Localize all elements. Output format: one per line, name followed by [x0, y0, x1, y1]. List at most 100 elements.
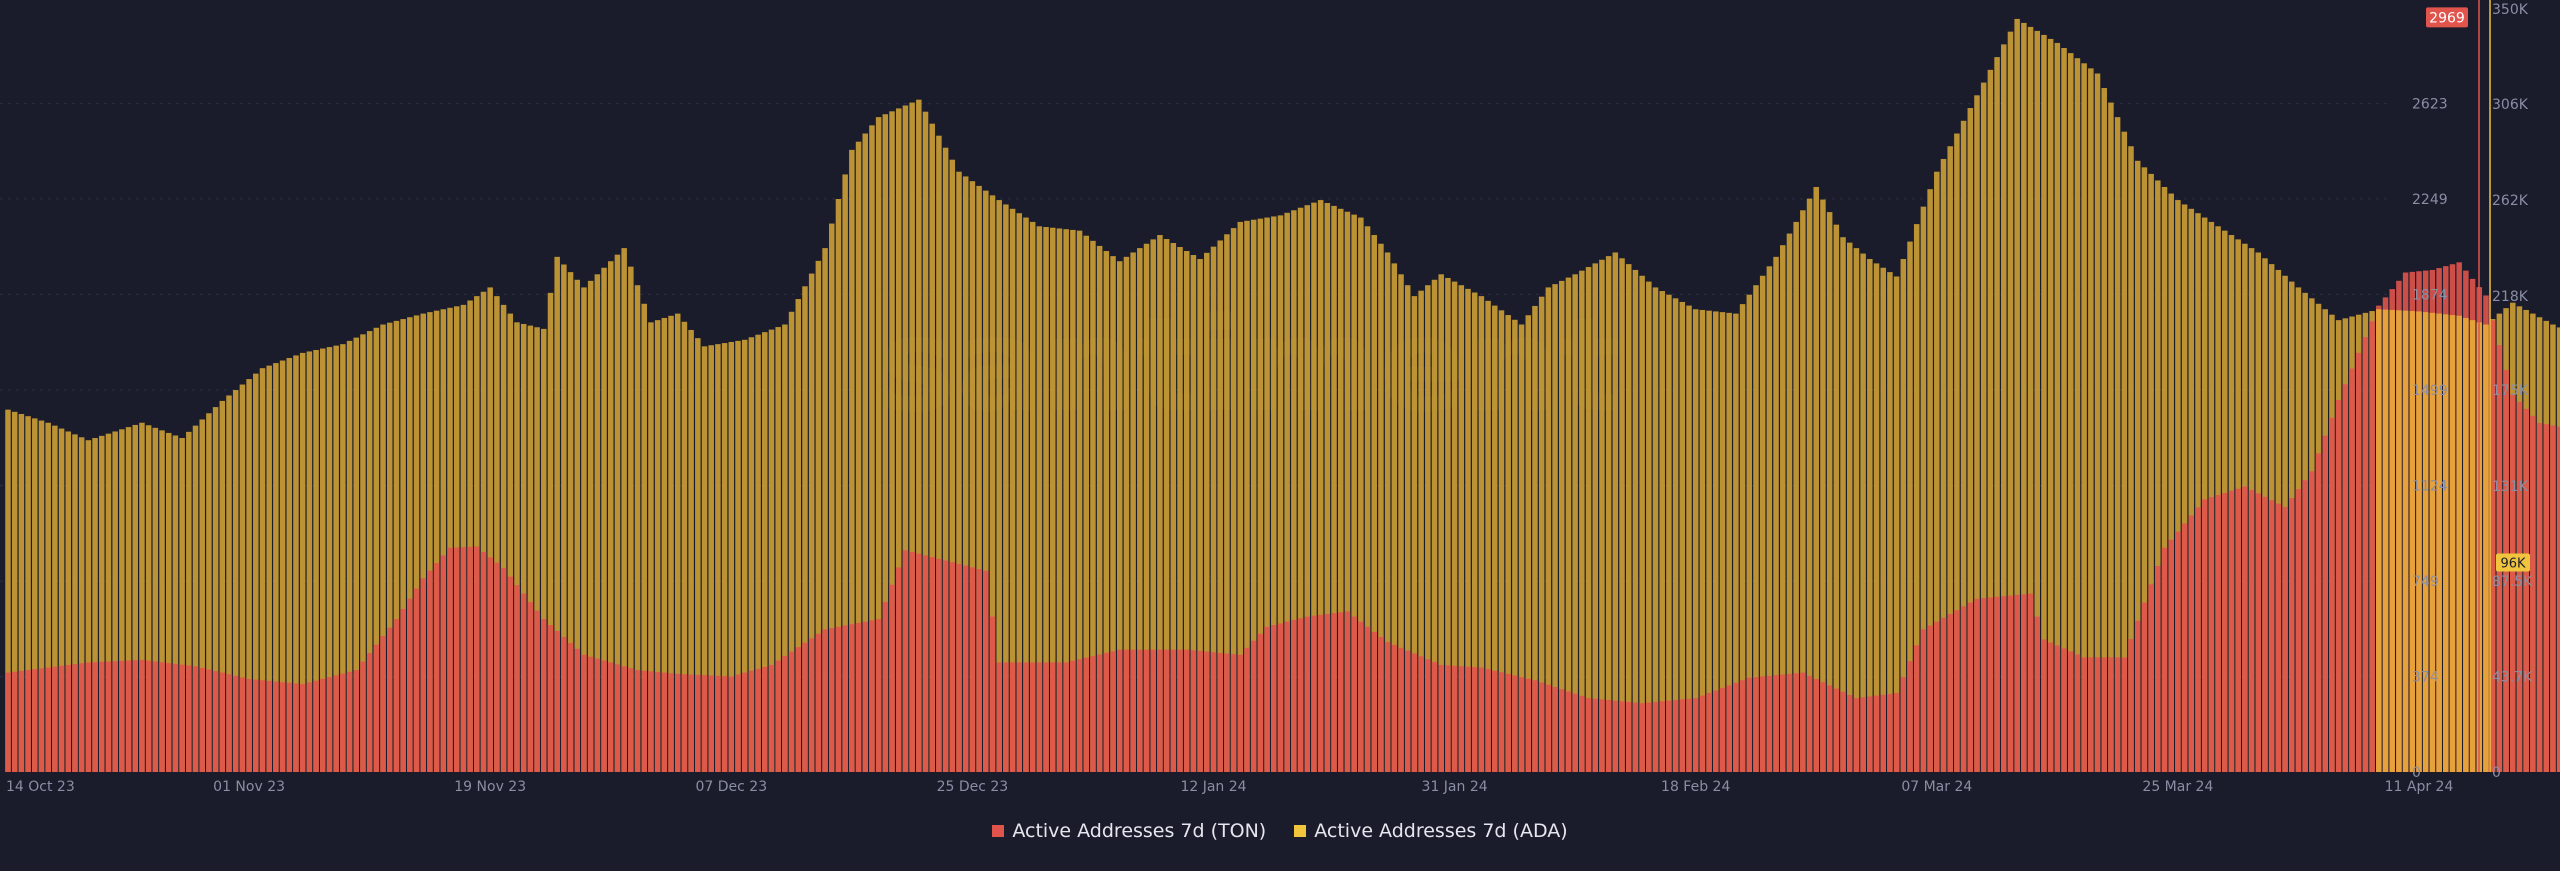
bar-ton — [1404, 650, 1411, 772]
bar-ada — [179, 438, 185, 772]
bar-ada — [721, 343, 728, 772]
bar-ton — [2275, 503, 2282, 772]
bar-ada — [574, 279, 581, 772]
bar-ton — [85, 662, 92, 772]
bar-ton — [1331, 613, 1337, 772]
bar-ton — [768, 664, 775, 772]
bar-ada — [2047, 38, 2054, 773]
bar-ada — [1451, 281, 1458, 772]
x-tick-label: 01 Nov 23 — [213, 779, 285, 795]
bar-ton — [849, 624, 855, 772]
bar-ton — [1090, 656, 1096, 772]
bar-ada — [1217, 240, 1223, 773]
bar-ada — [1364, 226, 1371, 773]
bar-ton — [2108, 657, 2114, 772]
bar-ada — [1793, 221, 1799, 773]
bar-ton — [212, 671, 219, 772]
y-left-tick-label: 0 — [2412, 765, 2421, 781]
bar-ada — [1230, 228, 1237, 773]
bar-ton — [1070, 660, 1076, 772]
bar-ton — [25, 670, 31, 772]
bar-ada — [1157, 235, 1163, 772]
legend-item-ada[interactable]: Active Addresses 7d (ADA) — [1294, 820, 1568, 842]
bar-ada — [500, 304, 507, 772]
bar-ada — [936, 135, 942, 772]
bar-ton — [1029, 662, 1036, 772]
bar-ada — [1753, 285, 1759, 772]
bar-ton — [1083, 657, 1089, 772]
bar-ton — [132, 660, 138, 772]
bar-ada — [494, 296, 500, 772]
bar-ton — [1050, 662, 1056, 772]
bar-ada — [2168, 193, 2174, 773]
bar-ton — [1860, 697, 1866, 772]
bar-ton — [259, 680, 266, 772]
bar-ada — [668, 315, 674, 772]
bar-ada — [1076, 230, 1083, 772]
bar-ton — [206, 669, 212, 772]
bar-ton — [2068, 651, 2074, 772]
bar-ada — [1471, 292, 1478, 772]
bar-ada — [2081, 63, 2087, 773]
bar-ada-overlap — [2396, 310, 2402, 772]
bar-ada — [1726, 312, 1732, 772]
bar-ada — [956, 171, 962, 772]
bar-ton — [1780, 674, 1786, 772]
bar-ton — [1719, 687, 1726, 772]
bar-ada — [909, 102, 915, 773]
bar-ton — [1063, 662, 1069, 772]
bar-ada — [1404, 285, 1411, 772]
bar-ada — [1498, 310, 1505, 772]
bar-ada — [2195, 213, 2201, 772]
bar-ton — [601, 660, 607, 772]
bar-ton — [2516, 401, 2523, 772]
x-tick-label: 07 Mar 24 — [1901, 779, 1972, 795]
bar-ada — [1920, 206, 1927, 772]
bar-ton — [172, 663, 179, 772]
bar-ada — [1954, 133, 1960, 772]
bar-ada — [1492, 305, 1498, 772]
bar-ada — [253, 373, 259, 772]
bar-ton — [1445, 665, 1451, 772]
bar-ada — [922, 111, 929, 772]
bar-ton — [2208, 497, 2215, 772]
bar-ada-overlap — [2376, 309, 2382, 772]
bar-ada — [1846, 242, 1853, 772]
bar-ada — [641, 303, 647, 772]
bar-ada — [1384, 252, 1391, 773]
bar-ada — [333, 345, 339, 772]
bar-ton — [2155, 566, 2161, 772]
bar-ada — [125, 427, 132, 772]
bar-ada — [1619, 258, 1625, 772]
bar-ada — [1552, 284, 1558, 772]
bar-ton — [962, 565, 969, 772]
bar-ton — [708, 675, 714, 772]
bar-ada — [634, 285, 641, 772]
bar-ada — [701, 346, 708, 772]
bar-ton — [949, 562, 956, 772]
bar-ton — [1739, 680, 1746, 772]
bar-ton — [2309, 471, 2315, 772]
bar-ton — [755, 668, 761, 772]
bar-ton — [1947, 614, 1953, 772]
bar-ton — [313, 680, 319, 772]
y-right-tick-label: 262K — [2492, 193, 2529, 209]
bar-ton — [299, 684, 306, 772]
bar-ada — [996, 200, 1002, 773]
bar-ada — [1572, 274, 1578, 772]
bar-ton — [1880, 694, 1886, 772]
bar-ton — [775, 660, 781, 772]
x-tick-label: 19 Nov 23 — [454, 779, 526, 795]
bar-ada — [219, 400, 226, 772]
bar-ada — [1311, 202, 1317, 772]
bar-ton — [1284, 621, 1290, 772]
bar-ada — [1431, 279, 1438, 772]
bar-ton — [2369, 321, 2375, 772]
bar-ada — [1277, 215, 1284, 772]
bar-ton — [246, 678, 252, 772]
bar-ada — [882, 114, 889, 773]
watermark-logo: santiment — [879, 289, 1622, 441]
legend-item-ton[interactable]: Active Addresses 7d (TON) — [992, 820, 1266, 842]
bar-ada — [413, 315, 420, 772]
bar-ada — [1538, 296, 1545, 772]
